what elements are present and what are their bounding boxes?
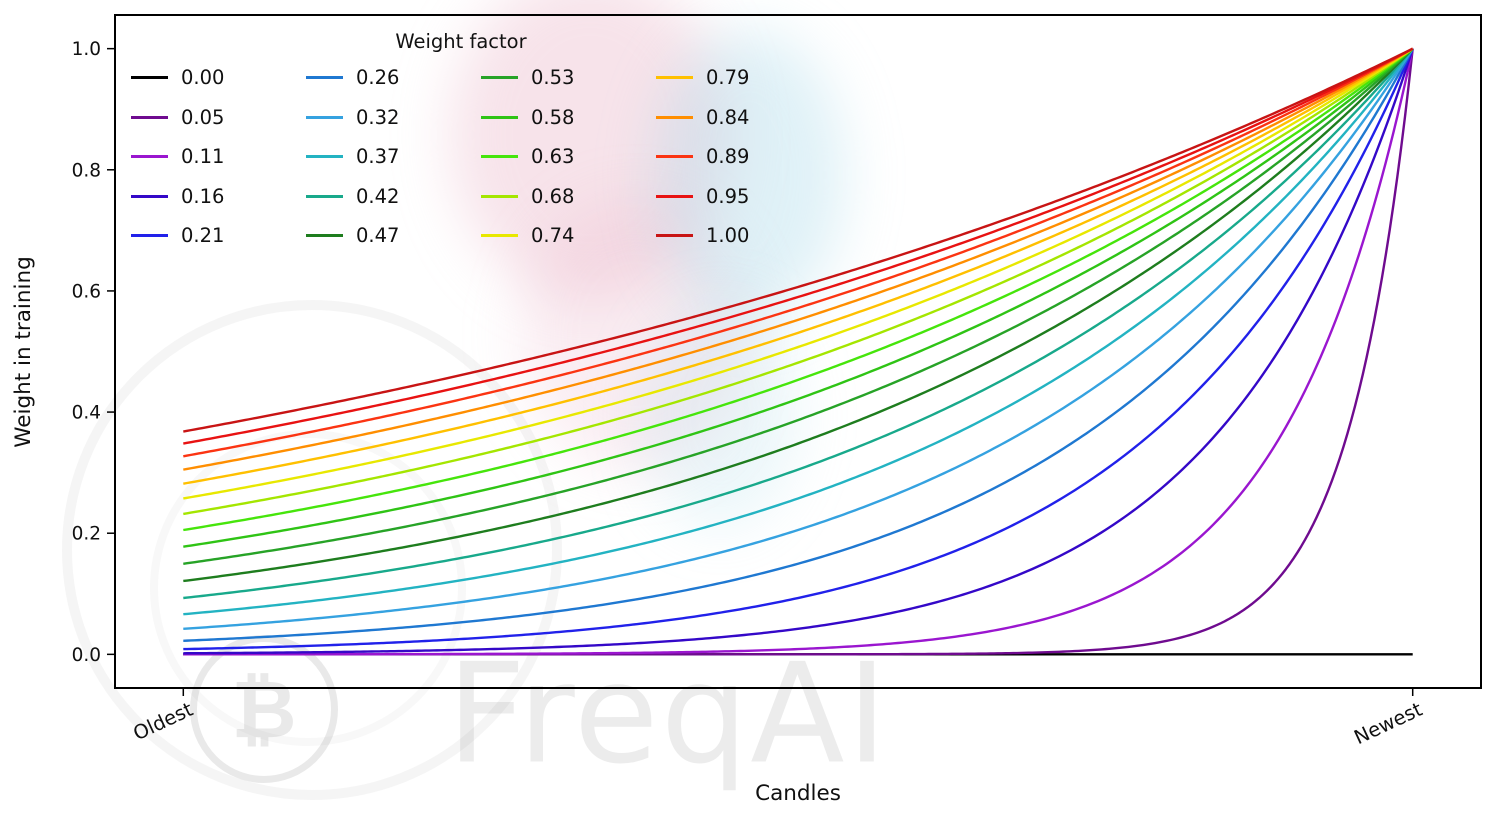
legend-line-swatch (656, 155, 693, 159)
legend-label: 0.89 (706, 145, 750, 169)
legend-line-swatch (131, 194, 168, 198)
legend-item-0.42: 0.42 (306, 185, 481, 208)
legend-item-0.47: 0.47 (306, 224, 481, 247)
legend-line-swatch (131, 155, 168, 159)
legend-item-0.74: 0.74 (481, 224, 656, 247)
legend-items: 0.00 0.05 0.11 0.16 0.21 0.26 0.32 0.37 0.42 0.47… (131, 58, 831, 256)
series-line-0.68 (183, 47, 1414, 516)
legend-item-0.95: 0.95 (656, 185, 831, 208)
legend-label: 0.11 (181, 145, 225, 169)
series-line-0.58 (183, 47, 1414, 548)
legend-item-0.05: 0.05 (131, 106, 306, 129)
legend-title: Weight factor (395, 30, 527, 53)
legend-label: 0.47 (356, 224, 400, 248)
legend-line-swatch (306, 115, 343, 119)
legend-item-0.79: 0.79 (656, 66, 831, 89)
legend-line-swatch (481, 234, 518, 238)
legend-item-0.58: 0.58 (481, 106, 656, 129)
legend-item-0.84: 0.84 (656, 106, 831, 129)
legend-line-swatch (656, 194, 693, 198)
y-tick-label: 0.6 (72, 281, 101, 302)
legend-label: 0.84 (706, 105, 750, 129)
legend-item-0.21: 0.21 (131, 224, 306, 247)
series-line-0.89 (183, 47, 1414, 458)
legend-item-0.00: 0.00 (131, 66, 306, 89)
series-line-0.32 (183, 48, 1414, 631)
series-line-0.79 (183, 47, 1414, 485)
legend-item-0.32: 0.32 (306, 106, 481, 129)
y-tick-label: 0.8 (72, 160, 101, 181)
series-line-0.47 (183, 47, 1414, 583)
legend-label: 0.53 (531, 66, 575, 90)
legend: Weight factor 0.00 0.05 0.11 0.16 0.21 0.26 0.… (131, 30, 831, 256)
legend-label: 0.00 (181, 66, 225, 90)
legend-label: 0.05 (181, 105, 225, 129)
legend-label: 0.63 (531, 145, 575, 169)
legend-line-swatch (306, 194, 343, 198)
legend-line-swatch (656, 76, 693, 80)
legend-label: 0.37 (356, 145, 400, 169)
legend-line-swatch (481, 194, 518, 198)
legend-item-1.00: 1.00 (656, 224, 831, 247)
legend-label: 0.42 (356, 184, 400, 208)
series-line-0.84 (183, 47, 1414, 471)
series-line-0.74 (183, 47, 1414, 500)
series-line-0.63 (183, 47, 1414, 532)
series-line-0.42 (183, 47, 1414, 600)
y-tick-label: 0.2 (72, 524, 101, 545)
x-axis-label: Candles (755, 781, 841, 806)
series-line-0.26 (183, 48, 1414, 642)
axes-frame (114, 14, 1482, 689)
y-tick-label: 0.0 (72, 645, 101, 666)
legend-line-swatch (481, 155, 518, 159)
legend-line-swatch (656, 234, 693, 238)
legend-item-0.89: 0.89 (656, 145, 831, 168)
series-line-0.95 (183, 47, 1414, 445)
legend-label: 0.68 (531, 184, 575, 208)
y-tick-label: 0.4 (72, 403, 101, 424)
legend-item-0.26: 0.26 (306, 66, 481, 89)
legend-line-swatch (306, 155, 343, 159)
legend-label: 0.95 (706, 184, 750, 208)
legend-line-swatch (306, 234, 343, 238)
x-tick-label: Newest (1351, 698, 1427, 750)
legend-line-swatch (481, 115, 518, 119)
legend-label: 0.26 (356, 66, 400, 90)
legend-label: 0.74 (531, 224, 575, 248)
legend-label: 0.58 (531, 105, 575, 129)
x-tick-label: Oldest (130, 698, 197, 746)
legend-label: 0.21 (181, 224, 225, 248)
legend-line-swatch (656, 115, 693, 119)
legend-item-0.16: 0.16 (131, 185, 306, 208)
legend-label: 1.00 (706, 224, 750, 248)
legend-item-0.63: 0.63 (481, 145, 656, 168)
legend-label: 0.16 (181, 184, 225, 208)
legend-line-swatch (306, 76, 343, 80)
legend-line-swatch (131, 76, 168, 80)
y-tick-label: 1.0 (72, 39, 101, 60)
y-axis-label: Weight in training (11, 256, 36, 447)
legend-item-0.68: 0.68 (481, 185, 656, 208)
series-line-0.16 (183, 48, 1414, 655)
series-line-0.37 (183, 47, 1414, 616)
series-line-0.21 (183, 48, 1414, 651)
series-line-0.11 (183, 48, 1414, 656)
legend-label: 0.79 (706, 66, 750, 90)
series-line-1.00 (183, 47, 1414, 433)
legend-line-swatch (131, 234, 168, 238)
legend-label: 0.32 (356, 105, 400, 129)
legend-line-swatch (131, 115, 168, 119)
legend-item-0.53: 0.53 (481, 66, 656, 89)
legend-line-swatch (481, 76, 518, 80)
series-line-0.53 (183, 47, 1414, 565)
legend-item-0.11: 0.11 (131, 145, 306, 168)
legend-item-0.37: 0.37 (306, 145, 481, 168)
